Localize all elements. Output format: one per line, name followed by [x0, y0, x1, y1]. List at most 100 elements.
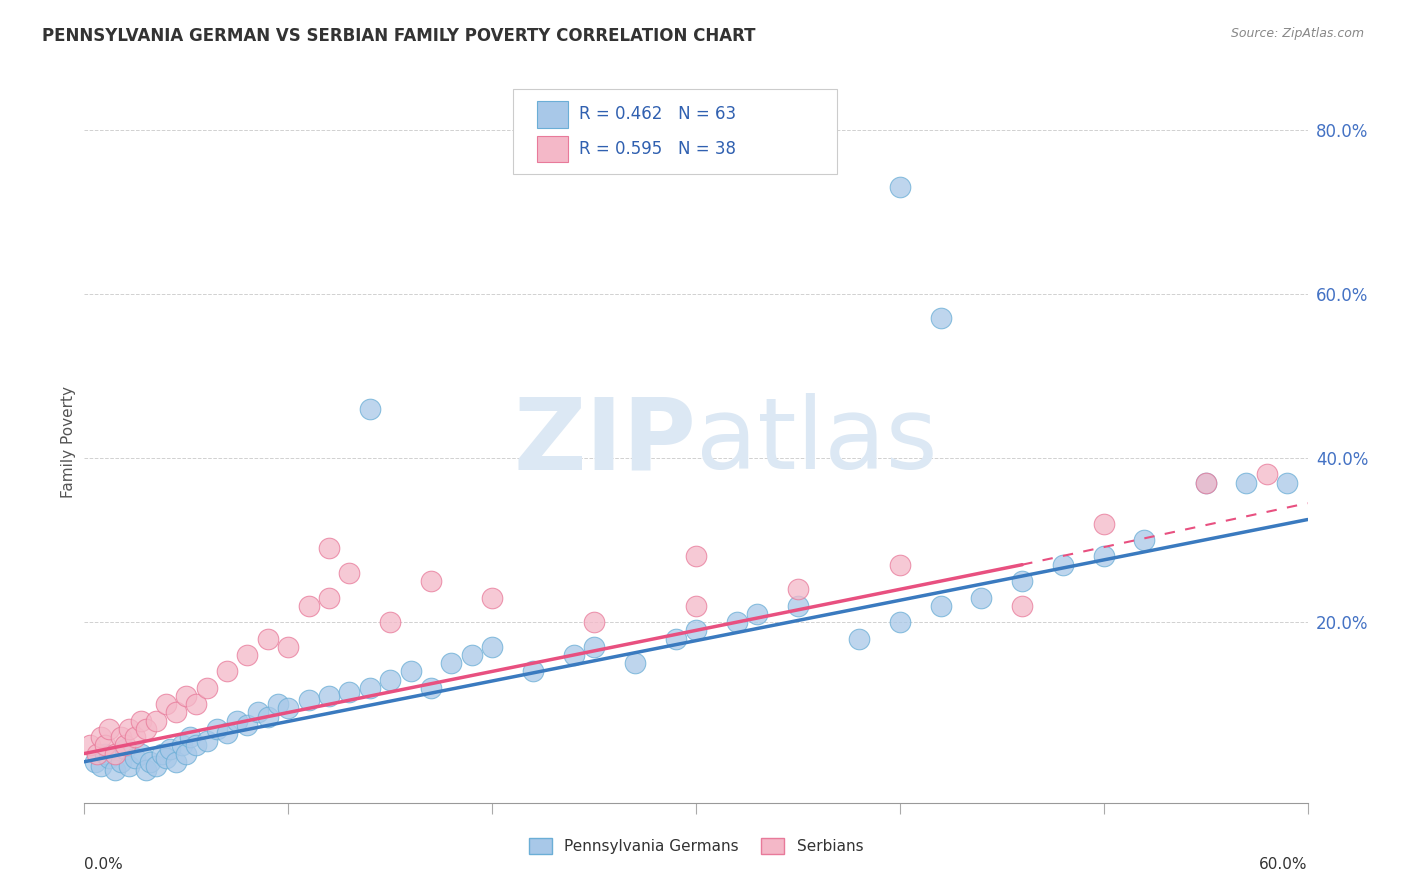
Pennsylvania Germans [440, 657, 463, 671]
Pennsylvania Germans [359, 681, 381, 695]
Serbians [339, 566, 361, 580]
Serbians [787, 582, 810, 597]
Serbians [1011, 599, 1033, 613]
Pennsylvania Germans [1011, 574, 1033, 588]
Serbians [1092, 516, 1115, 531]
Text: 60.0%: 60.0% [1260, 857, 1308, 872]
Pennsylvania Germans [110, 755, 132, 769]
Pennsylvania Germans [1052, 558, 1074, 572]
Text: Source: ZipAtlas.com: Source: ZipAtlas.com [1230, 27, 1364, 40]
Pennsylvania Germans [236, 718, 259, 732]
Text: PENNSYLVANIA GERMAN VS SERBIAN FAMILY POVERTY CORRELATION CHART: PENNSYLVANIA GERMAN VS SERBIAN FAMILY PO… [42, 27, 755, 45]
Pennsylvania Germans [665, 632, 688, 646]
Serbians [1195, 475, 1218, 490]
Pennsylvania Germans [138, 755, 160, 769]
Pennsylvania Germans [205, 722, 228, 736]
Serbians [104, 747, 127, 761]
Serbians [318, 591, 340, 605]
Text: atlas: atlas [696, 393, 938, 490]
Serbians [217, 665, 239, 679]
Serbians [165, 706, 187, 720]
Serbians [257, 632, 280, 646]
Pennsylvania Germans [93, 747, 115, 761]
Pennsylvania Germans [159, 742, 181, 756]
Serbians [380, 615, 402, 630]
Serbians [145, 714, 167, 728]
Pennsylvania Germans [226, 714, 249, 728]
Pennsylvania Germans [298, 693, 321, 707]
Pennsylvania Germans [217, 726, 239, 740]
Serbians [90, 730, 112, 744]
Legend: Pennsylvania Germans, Serbians: Pennsylvania Germans, Serbians [523, 832, 869, 860]
Pennsylvania Germans [399, 665, 422, 679]
Serbians [118, 722, 141, 736]
Pennsylvania Germans [104, 763, 127, 777]
Pennsylvania Germans [624, 657, 647, 671]
Pennsylvania Germans [172, 739, 194, 753]
Pennsylvania Germans [1092, 549, 1115, 564]
Pennsylvania Germans [970, 591, 993, 605]
Serbians [186, 698, 208, 712]
Pennsylvania Germans [318, 689, 340, 703]
Pennsylvania Germans [114, 742, 136, 756]
Pennsylvania Germans [1195, 475, 1218, 490]
Pennsylvania Germans [118, 759, 141, 773]
Serbians [685, 599, 707, 613]
Pennsylvania Germans [747, 607, 769, 621]
Pennsylvania Germans [90, 759, 112, 773]
Pennsylvania Germans [1133, 533, 1156, 547]
Serbians [420, 574, 443, 588]
Pennsylvania Germans [195, 734, 218, 748]
Pennsylvania Germans [150, 747, 173, 761]
Pennsylvania Germans [787, 599, 810, 613]
Pennsylvania Germans [155, 750, 177, 764]
Serbians [135, 722, 157, 736]
Pennsylvania Germans [1277, 475, 1299, 490]
Pennsylvania Germans [267, 698, 290, 712]
Pennsylvania Germans [97, 750, 120, 764]
Serbians [110, 730, 132, 744]
Serbians [79, 739, 101, 753]
Serbians [889, 558, 911, 572]
Serbians [236, 648, 259, 662]
Serbians [124, 730, 146, 744]
Pennsylvania Germans [131, 747, 153, 761]
Pennsylvania Germans [889, 615, 911, 630]
Serbians [685, 549, 707, 564]
Pennsylvania Germans [685, 624, 707, 638]
Text: ZIP: ZIP [513, 393, 696, 490]
Serbians [195, 681, 218, 695]
Serbians [277, 640, 299, 654]
Pennsylvania Germans [848, 632, 870, 646]
Pennsylvania Germans [124, 750, 146, 764]
Pennsylvania Germans [135, 763, 157, 777]
Pennsylvania Germans [179, 730, 201, 744]
Text: R = 0.595   N = 38: R = 0.595 N = 38 [579, 140, 737, 158]
Pennsylvania Germans [929, 311, 952, 326]
Pennsylvania Germans [186, 739, 208, 753]
Serbians [155, 698, 177, 712]
Pennsylvania Germans [257, 709, 280, 723]
Pennsylvania Germans [562, 648, 585, 662]
Pennsylvania Germans [277, 701, 299, 715]
Serbians [298, 599, 321, 613]
Pennsylvania Germans [359, 401, 381, 416]
Y-axis label: Family Poverty: Family Poverty [60, 385, 76, 498]
Pennsylvania Germans [461, 648, 484, 662]
Pennsylvania Germans [1236, 475, 1258, 490]
Serbians [481, 591, 503, 605]
Pennsylvania Germans [83, 755, 105, 769]
Pennsylvania Germans [889, 180, 911, 194]
Serbians [93, 739, 115, 753]
Serbians [114, 739, 136, 753]
Pennsylvania Germans [246, 706, 269, 720]
Serbians [318, 541, 340, 556]
Pennsylvania Germans [380, 673, 402, 687]
Pennsylvania Germans [420, 681, 443, 695]
Text: 0.0%: 0.0% [84, 857, 124, 872]
Pennsylvania Germans [165, 755, 187, 769]
Text: R = 0.462   N = 63: R = 0.462 N = 63 [579, 105, 737, 123]
Pennsylvania Germans [339, 685, 361, 699]
Serbians [174, 689, 197, 703]
Serbians [97, 722, 120, 736]
